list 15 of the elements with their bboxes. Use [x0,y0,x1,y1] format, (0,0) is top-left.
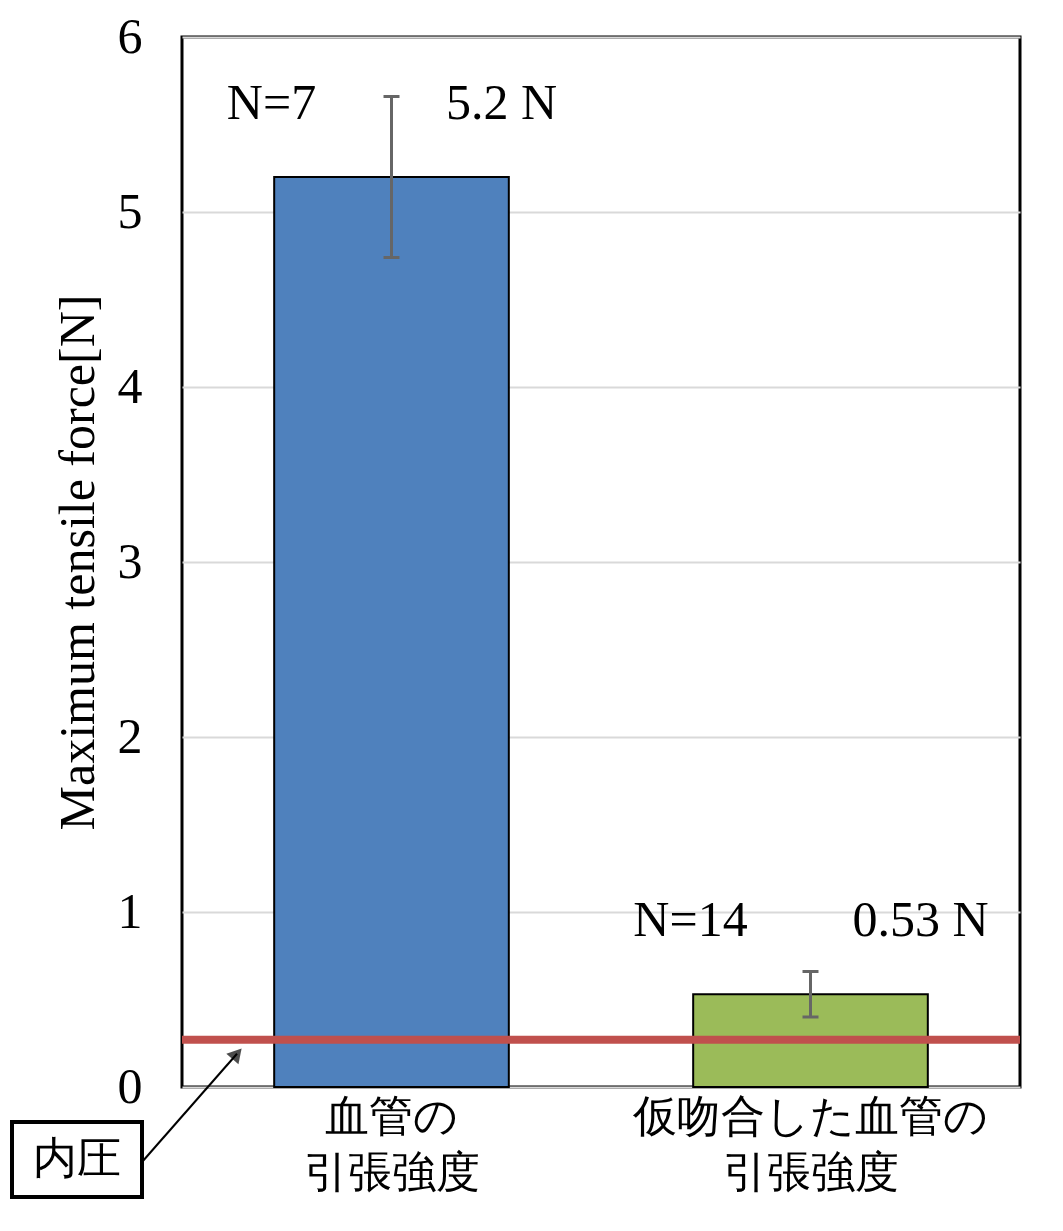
y-tick-label: 6 [117,7,143,64]
y-tick-label: 3 [117,532,143,589]
annotation: N=7 [226,74,317,130]
data-label: 5.2 N [445,74,558,130]
y-tick-label: 0 [117,1057,143,1114]
x-tick-label: 血管の引張強度 [303,1089,480,1197]
y-tick-label: 4 [117,357,143,414]
ref-line-label: 内圧 [33,1131,121,1183]
y-axis-title: Maximum tensile force[N] [48,294,105,831]
annotation: N=14 [633,891,748,948]
y-tick-label: 2 [117,707,143,764]
y-tick-label: 1 [117,882,143,939]
y-tick-label: 5 [117,182,143,239]
data-label: 0.53 N [852,891,989,948]
x-tick-label: 仮吻合した血管の引張強度 [632,1089,988,1197]
